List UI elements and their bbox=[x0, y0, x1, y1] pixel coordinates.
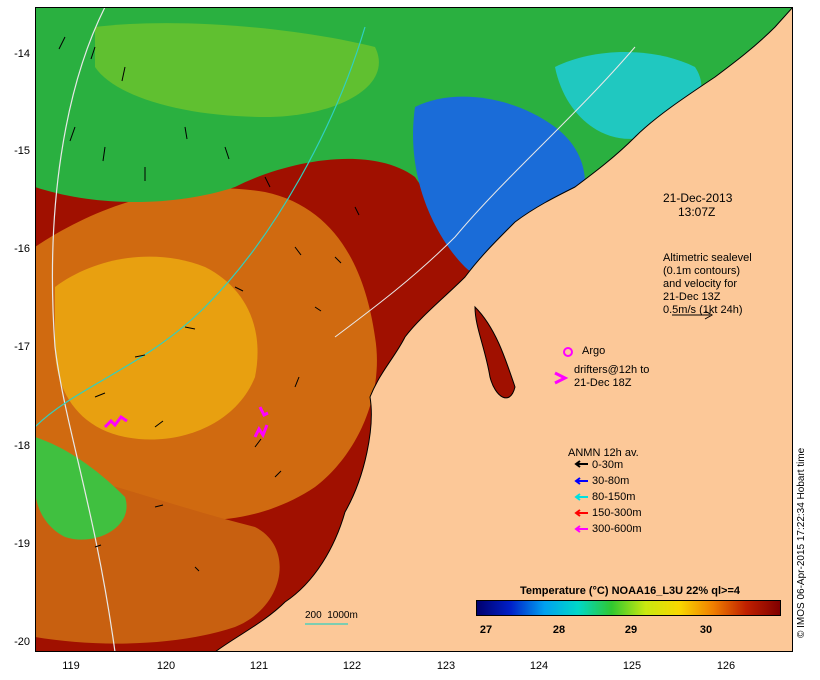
x-tick-label: 126 bbox=[716, 660, 736, 672]
argo-label: Argo bbox=[582, 345, 606, 357]
anmn-item: 150-300m bbox=[592, 507, 642, 519]
argo-marker bbox=[563, 347, 573, 357]
drifters-label: 21-Dec 18Z bbox=[574, 377, 632, 389]
sst-yellow-region bbox=[55, 256, 258, 440]
drifters-label: drifters@12h to bbox=[574, 364, 650, 376]
y-tick-label: -15 bbox=[14, 145, 30, 157]
anmn-item: 300-600m bbox=[592, 523, 642, 535]
date-label: 21-Dec-2013 bbox=[663, 191, 733, 205]
y-tick-label: -16 bbox=[14, 243, 30, 255]
colorbar-tick: 30 bbox=[699, 624, 713, 636]
velocity-arrows bbox=[58, 36, 360, 572]
drifter-track-3 bbox=[258, 406, 269, 418]
drifter-marker bbox=[554, 371, 569, 385]
x-tick-label: 124 bbox=[529, 660, 549, 672]
contour-200m bbox=[35, 26, 366, 428]
contour-offshore bbox=[334, 46, 636, 338]
sst-green-north-2 bbox=[95, 23, 379, 118]
map-frame bbox=[35, 7, 793, 652]
contour-1000m bbox=[51, 7, 116, 652]
colorbar-title: Temperature (°C) NOAA16_L3U 22% ql>=4 bbox=[520, 585, 740, 597]
map-border bbox=[35, 7, 793, 652]
time-label: 13:07Z bbox=[678, 205, 716, 219]
anmn-item: 80-150m bbox=[592, 491, 636, 503]
anmn-item: 30-80m bbox=[592, 475, 630, 487]
drifter-track-1 bbox=[103, 414, 128, 429]
x-tick-label: 120 bbox=[156, 660, 176, 672]
land-mass bbox=[214, 7, 793, 652]
colorbar-tick: 27 bbox=[479, 624, 493, 636]
colorbar-tick: 29 bbox=[624, 624, 638, 636]
credit-text: © IMOS 06-Apr-2015 17:22:34 Hobart time bbox=[796, 447, 807, 638]
y-tick-label: -14 bbox=[14, 48, 30, 60]
x-tick-label: 121 bbox=[249, 660, 269, 672]
y-tick-label: -18 bbox=[14, 440, 30, 452]
coast-inlet bbox=[474, 305, 516, 399]
anmn-title: ANMN 12h av. bbox=[568, 447, 639, 459]
anmn-item: 0-30m bbox=[592, 459, 624, 471]
x-tick-label: 119 bbox=[62, 660, 80, 672]
drifter-track-2 bbox=[253, 424, 269, 439]
altimetry-line: 21-Dec 13Z bbox=[663, 291, 721, 303]
x-tick-label: 122 bbox=[342, 660, 362, 672]
anmn-legend-arrows bbox=[574, 460, 588, 533]
sst-map bbox=[35, 7, 793, 652]
y-tick-label: -20 bbox=[14, 636, 30, 648]
altimetry-line: and velocity for bbox=[663, 278, 737, 290]
sst-green-west bbox=[35, 437, 127, 540]
y-tick-label: -17 bbox=[14, 341, 30, 353]
colorbar-tick: 28 bbox=[552, 624, 566, 636]
x-tick-label: 125 bbox=[622, 660, 642, 672]
colorbar bbox=[476, 600, 781, 616]
altimetry-line: 0.5m/s (1kt 24h) bbox=[663, 304, 743, 316]
altimetry-line: (0.1m contours) bbox=[663, 265, 741, 277]
velocity-scale-arrow bbox=[672, 310, 714, 320]
altimetry-line: Altimetric sealevel bbox=[663, 252, 752, 264]
y-tick-label: -19 bbox=[14, 538, 30, 550]
x-tick-label: 123 bbox=[436, 660, 456, 672]
depth-contour-label: 200 1000m bbox=[305, 610, 358, 621]
